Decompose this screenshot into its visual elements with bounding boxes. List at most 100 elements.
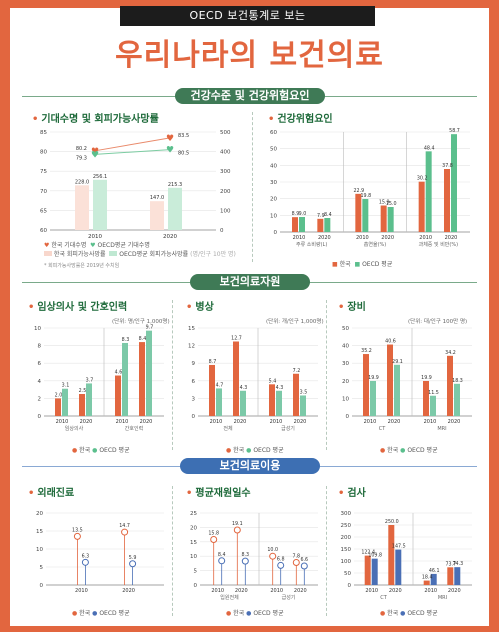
life-right-tick-label: 400 [220, 150, 231, 156]
equipment-chart: 0102030405035.219.9201040.629.12020CT19.… [342, 326, 472, 432]
section-health-level: 건강수준 및 건강위험요인 [175, 88, 325, 104]
equip-value-label: 19.9 [421, 375, 432, 381]
exam-x-tick-label: 2010 [365, 588, 378, 594]
exam-x-tick-label: 2020 [448, 588, 461, 594]
exam-legend: ● 한국 ● OECD 평균 [380, 610, 438, 617]
life-tick-label: 65 [40, 208, 47, 214]
life-expectancy-chart: 60 65 70 75 80 85 0 100 200 300 400 500 228.0 256.1 20… [40, 130, 231, 240]
risk-tick-label: 60 [270, 130, 277, 136]
beds-bar-oecd [216, 388, 222, 416]
exam-bar-oecd [371, 558, 378, 585]
doctors-bar-oecd [86, 383, 92, 416]
alos-tick-label: 25 [190, 511, 197, 517]
outpatient-x-tick-label: 2010 [75, 588, 88, 594]
risk-x-tick-label: 2010 [356, 235, 369, 241]
equip-bar-oecd [370, 380, 376, 416]
beds-value-label: 5.4 [269, 378, 277, 384]
panel-title-equip: • 장비 [338, 302, 366, 313]
beds-value-label: 7.2 [293, 368, 301, 374]
life-tick-label: 70 [40, 189, 47, 195]
doctors-tick-label: 4 [38, 379, 42, 385]
life-point-korea: ♥ [166, 134, 174, 144]
beds-tick-label: 6 [192, 379, 196, 385]
beds-x-tick-label: 2020 [294, 419, 307, 425]
life-note: * 회피가능사망률은 2019년 수치임 [44, 263, 120, 269]
beds-chart: 036912158.74.7201012.74.32020전체5.44.3201… [188, 326, 318, 432]
life-x-tick-label: 2020 [163, 234, 177, 240]
beds-x-tick-label: 2010 [210, 419, 223, 425]
life-right-tick-label: 500 [220, 130, 231, 136]
doctors-tick-label: 2 [38, 396, 42, 402]
life-line-label: 80.2 [76, 146, 87, 152]
alos-x-tick-label: 2010 [211, 588, 224, 594]
alos-value-label: 8.4 [218, 552, 226, 558]
risk-tick-label: 0 [274, 230, 278, 236]
legend-swatch-oecd [109, 251, 118, 256]
section-utilization: 보건의료이용 [180, 458, 320, 474]
alos-point-oecd [300, 562, 308, 570]
doctors-value-label: 2.0 [55, 392, 63, 398]
beds-tick-label: 9 [192, 361, 196, 367]
risk-bar-oecd [299, 217, 305, 232]
risk-value-label: 9.0 [299, 211, 307, 217]
risk-group-label: 주류 소비량(L) [296, 241, 327, 248]
panel-title-risk: • 건강위험요인 [268, 114, 333, 125]
risk-x-tick-label: 2020 [445, 235, 458, 241]
outpatient-tick-label: 10 [36, 547, 43, 553]
outpatient-x-tick-label: 2020 [122, 588, 135, 594]
alos-value-label: 6.8 [277, 556, 285, 562]
equip-tick-label: 20 [342, 379, 349, 385]
doctors-value-label: 4.6 [115, 370, 123, 376]
beds-value-label: 4.7 [216, 382, 224, 388]
alos-point-oecd [277, 561, 285, 569]
risk-x-tick-label: 2020 [318, 235, 331, 241]
life-line-label: 80.5 [178, 151, 189, 157]
alos-tick-label: 10 [190, 554, 197, 560]
alos-point-oecd [241, 557, 249, 565]
outpatient-tick-label: 20 [36, 511, 43, 517]
equip-value-label: 19.9 [368, 375, 379, 381]
exam-x-tick-label: 2020 [389, 588, 402, 594]
risk-bar-korea [418, 181, 425, 232]
alos-value-label: 19.1 [232, 521, 243, 527]
outpatient-point-korea [73, 532, 81, 540]
divider [252, 112, 253, 262]
life-point-oecd: ♥ [91, 150, 99, 160]
equip-bar-oecd [430, 395, 436, 416]
doctors-x-tick-label: 2010 [56, 419, 69, 425]
doctors-tick-label: 8 [38, 344, 42, 350]
life-right-tick-label: 0 [220, 228, 224, 234]
equip-tick-label: 30 [342, 361, 349, 367]
doctors-tick-label: 0 [38, 414, 42, 420]
alos-tick-label: 0 [194, 583, 198, 589]
doctors-tick-label: 10 [34, 326, 41, 332]
outpatient-legend: ● 한국 ● OECD 평균 [72, 610, 130, 617]
risk-value-label: 48.4 [424, 145, 435, 151]
outpatient-value-label: 5.9 [129, 555, 137, 561]
exam-value-label: 109.8 [368, 553, 382, 559]
exam-value-label: 46.1 [429, 568, 440, 574]
equip-x-tick-label: 2020 [448, 419, 461, 425]
risk-bar-oecd [451, 134, 457, 232]
beds-value-label: 3.5 [300, 389, 308, 395]
doctors-chart: 02468102.03.120102.53.72020임상의사4.68.3201… [34, 325, 164, 432]
life-point-oecd: ♥ [166, 146, 174, 156]
panel-title-beds: • 병상 [186, 302, 214, 313]
exam-bar-korea [423, 580, 430, 585]
legend-heart-oecd: ♥ [90, 242, 96, 249]
doctors-x-tick-label: 2020 [80, 419, 93, 425]
risk-legend: ■ 한국 ■ OECD 평균 [332, 261, 393, 268]
beds-x-tick-label: 2010 [270, 419, 283, 425]
divider [172, 486, 173, 616]
equip-bar-korea [423, 380, 429, 416]
equip-value-label: 40.6 [385, 339, 396, 345]
equip-bar-oecd [454, 383, 460, 416]
beds-x-tick-label: 2020 [234, 419, 247, 425]
doctors-value-label: 2.5 [79, 388, 87, 394]
risk-bar-oecd [425, 151, 432, 232]
doctors-group-label: 임상의사 [65, 425, 84, 432]
outpatient-value-label: 6.3 [82, 553, 90, 559]
doctors-tick-label: 6 [38, 361, 42, 367]
life-x-tick-label: 2010 [88, 234, 102, 240]
